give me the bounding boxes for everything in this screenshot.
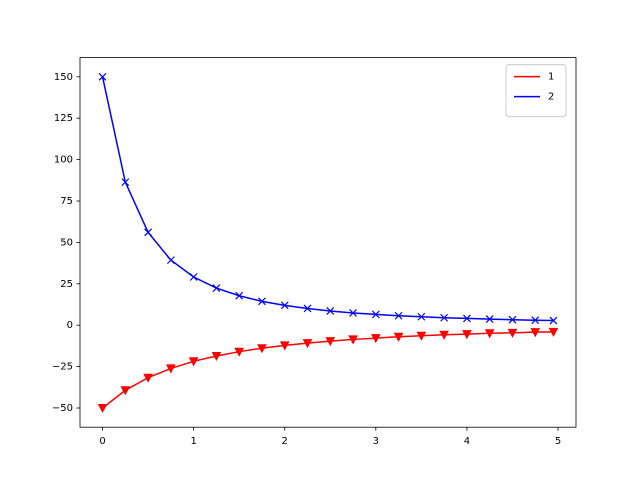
marker [440, 313, 449, 322]
marker [166, 256, 175, 265]
x-tick-label: 2 [282, 436, 288, 447]
marker [144, 228, 153, 237]
marker [370, 334, 381, 344]
marker [303, 304, 312, 313]
marker [121, 178, 130, 187]
legend-box [505, 64, 567, 118]
marker [439, 330, 449, 340]
marker [98, 72, 107, 81]
y-tick-label: 150 [54, 72, 73, 83]
y-tick-label: 25 [60, 279, 73, 290]
marker [417, 312, 426, 321]
marker [258, 297, 266, 306]
marker [530, 328, 541, 338]
x-tick-label: 0 [99, 436, 105, 447]
marker [143, 373, 153, 383]
y-tick-label: −50 [52, 403, 73, 414]
marker [393, 332, 404, 342]
marker [234, 347, 245, 357]
marker [257, 344, 267, 354]
marker [371, 310, 380, 319]
y-tick-label: −25 [52, 362, 73, 373]
marker [548, 327, 559, 337]
marker [326, 307, 335, 315]
x-tick-label: 5 [555, 436, 561, 447]
marker [325, 337, 336, 347]
x-tick-label: 4 [464, 436, 470, 447]
y-tick-label: 100 [54, 155, 73, 166]
marker [235, 291, 244, 300]
marker [462, 330, 472, 340]
marker [394, 311, 403, 320]
x-tick-label: 3 [373, 436, 379, 447]
marker [531, 316, 540, 325]
x-tick-label: 1 [190, 436, 196, 447]
marker [302, 339, 313, 349]
y-tick-label: 50 [60, 237, 73, 248]
marker [279, 341, 290, 351]
marker [508, 315, 517, 324]
marker [280, 301, 289, 310]
marker [166, 364, 176, 374]
y-tick-label: 75 [60, 196, 73, 207]
marker [212, 284, 221, 293]
marker [484, 329, 495, 339]
marker [462, 314, 471, 323]
legend-label: 2 [548, 92, 554, 103]
marker [349, 309, 357, 317]
y-tick-label: 0 [67, 320, 73, 331]
legend-label: 1 [548, 72, 554, 83]
marker [485, 315, 494, 323]
marker [97, 403, 108, 414]
y-tick-label: 125 [54, 113, 73, 124]
marker [189, 273, 198, 281]
marker [507, 328, 518, 338]
marker [188, 357, 199, 367]
plot-frame [79, 57, 577, 428]
marker [211, 351, 222, 362]
marker [416, 331, 427, 341]
marker [348, 335, 358, 345]
marker [549, 316, 558, 325]
marker [120, 386, 131, 396]
